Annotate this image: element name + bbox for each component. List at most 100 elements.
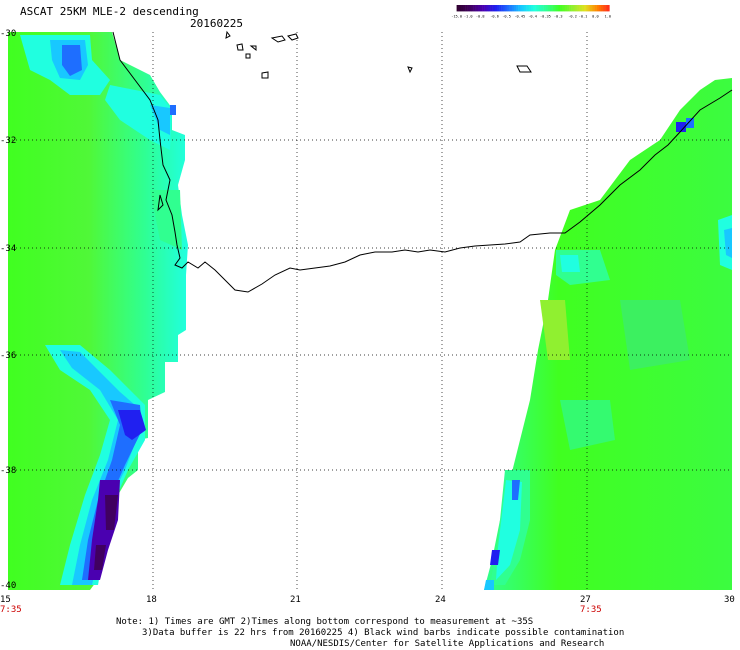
x-tick-label: 21 [290,595,301,605]
color-scale-label: -0.4 [528,14,537,18]
color-swatch [556,5,559,12]
color-swatch [533,5,536,12]
color-swatch [469,5,472,12]
x-tick-label: 15 [0,595,11,605]
color-swatch [496,5,500,12]
y-tick-label: -38 [0,466,16,476]
color-swatch [522,5,525,12]
color-swatch [524,5,527,12]
islands [225,30,532,79]
color-scale-bar: -15.0 -1.0 -0.8 -0.6 -0.5 -0.45 -0.4 -0.35 -0.3 -… [451,5,612,18]
color-scale-label: -0.35 [540,14,551,18]
color-swatch [475,5,479,12]
color-swatch [501,5,504,12]
color-swatch [588,5,591,12]
color-swatch [499,5,502,12]
footnote-line-1: Note: 1) Times are GMT 2)Times along bot… [116,617,534,627]
map-title: ASCAT 25KM MLE-2 descending [20,5,199,18]
color-swatch [543,5,546,12]
color-swatch [579,5,583,12]
color-swatch [511,5,515,12]
map-date: 20160225 [190,17,243,30]
color-swatch [465,5,468,12]
color-swatch [566,5,570,12]
y-tick-label: -30 [0,29,16,39]
color-swatch [594,5,597,12]
east-swath [484,78,732,590]
time-label: 7:35 [580,605,602,615]
x-tick-label: 30 [724,595,735,605]
color-swatch [537,5,540,12]
color-swatch [583,5,587,12]
color-swatch [569,5,572,12]
y-tick-label: -34 [0,244,16,254]
x-tick-label: 27 [580,595,591,605]
color-swatch [494,5,498,12]
west-swath [8,32,188,590]
graticule [8,32,732,590]
color-swatch [513,5,517,12]
color-swatch [520,5,523,12]
footnote-line-2: 3)Data buffer is 22 hrs from 20160225 4)… [142,628,625,638]
color-swatch [564,5,568,12]
color-scale-label: 0.0 [592,14,599,18]
color-swatch [541,5,544,12]
color-scale-label: -0.6 [490,14,499,18]
color-swatch [545,5,549,12]
color-swatch [605,5,608,12]
color-scale-label: -0.1 [579,14,588,18]
color-scale-label: -0.3 [554,14,563,18]
color-swatch [460,5,464,12]
color-swatch [603,5,606,12]
y-tick-label: -32 [0,136,16,146]
color-swatch [505,5,508,12]
color-scale-label: -0.2 [568,14,577,18]
y-tick-label: -40 [0,581,16,591]
color-swatch [528,5,532,12]
color-swatch [535,5,538,12]
color-swatch [473,5,476,12]
color-scale-swatches [456,5,610,12]
color-swatch [482,5,485,12]
color-swatch [547,5,551,12]
y-tick-label: -36 [0,351,16,361]
x-tick-label: 18 [146,595,157,605]
color-swatch [607,5,610,12]
color-swatch [507,5,510,12]
color-swatch [558,5,561,12]
color-swatch [479,5,483,12]
color-scale-label: -15.0 [451,14,462,18]
color-swatch [509,5,513,12]
color-swatch [471,5,474,12]
color-swatch [492,5,496,12]
color-swatch [503,5,506,12]
color-swatch [560,5,563,12]
color-scale-label: -0.5 [502,14,511,18]
color-scale-label: 1.0 [605,14,612,18]
time-label: 7:35 [0,605,22,615]
color-swatch [571,5,574,12]
color-swatch [596,5,600,12]
color-swatch [554,5,557,12]
color-swatch [490,5,493,12]
color-swatch [486,5,489,12]
color-swatch [484,5,487,12]
color-swatch [518,5,521,12]
x-tick-label: 24 [435,595,446,605]
color-swatch [456,5,459,12]
color-swatch [592,5,595,12]
color-swatch [462,5,466,12]
color-swatch [526,5,529,12]
color-swatch [586,5,589,12]
y-axis-labels: -30 -32 -34 -36 -38 -40 [0,29,16,591]
color-swatch [575,5,578,12]
footnote-line-3: NOAA/NESDIS/Center for Satellite Applica… [290,639,605,649]
color-swatch [598,5,602,12]
color-swatch [552,5,555,12]
color-swatch [573,5,576,12]
color-swatch [488,5,491,12]
color-swatch [590,5,593,12]
color-swatch [562,5,566,12]
color-swatch [549,5,553,12]
